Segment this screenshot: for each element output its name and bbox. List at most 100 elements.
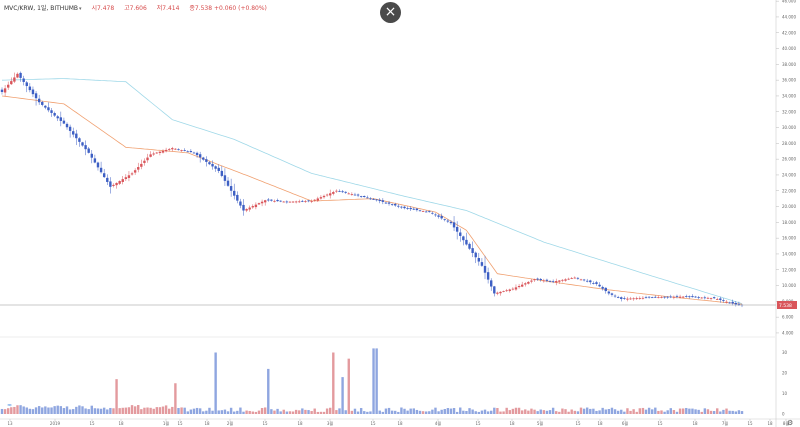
volume-bar [629, 410, 632, 414]
volume-bar [158, 407, 162, 414]
time-tick-label: 15 [370, 421, 376, 426]
candle-body [291, 201, 295, 203]
volume-bar [223, 409, 227, 414]
volume-bar [19, 405, 22, 414]
candle-body [446, 220, 450, 222]
time-tick-label: 18 [767, 421, 773, 426]
candle-body [474, 252, 477, 258]
candle-body [378, 199, 381, 202]
volume-bar [403, 408, 406, 414]
volume-bar [449, 408, 453, 414]
candle-body [68, 126, 72, 131]
volume-bar [338, 408, 341, 414]
candle-body [140, 163, 143, 167]
volume-bar [592, 408, 595, 414]
candle-body [257, 203, 261, 205]
volume-bar [474, 411, 477, 414]
volume-bar [694, 409, 697, 414]
candle-body [350, 194, 354, 195]
candle-body [279, 200, 282, 202]
candle-body [734, 302, 738, 305]
candle-body [118, 181, 121, 184]
volume-bar [75, 406, 78, 414]
volume-bar [443, 408, 446, 414]
candle-body [372, 199, 375, 200]
candle-body [344, 191, 347, 193]
volume-bar [375, 348, 378, 414]
volume-bar [533, 409, 536, 414]
price-tick-label: 38.000 [782, 62, 796, 67]
time-tick-label: 3월 [327, 420, 334, 426]
candle-body [400, 206, 403, 208]
candle-body [530, 280, 533, 282]
candle-body [130, 173, 134, 175]
volume-bar [384, 408, 388, 414]
volume-bar [217, 410, 220, 414]
volume-bar [226, 411, 230, 414]
volume-bar [322, 411, 326, 414]
candle-body [558, 280, 561, 282]
candle-body [285, 201, 289, 203]
volume-bar [406, 410, 409, 414]
volume-bar [511, 408, 515, 414]
volume-bar [62, 408, 66, 414]
candle-body [651, 297, 654, 299]
chevron-down-icon[interactable]: ▾ [79, 6, 82, 12]
candle-body [585, 280, 589, 282]
volume-bar [555, 411, 558, 414]
price-tick-label: 28.000 [782, 141, 796, 146]
candle-body [217, 167, 220, 172]
volume-bar [589, 408, 592, 414]
candle-body [211, 163, 214, 167]
candle-body [13, 77, 16, 82]
candle-body [387, 202, 391, 204]
close-button[interactable]: × [380, 2, 401, 23]
volume-bar [273, 410, 276, 414]
volume-bar [703, 408, 707, 414]
volume-bar [195, 407, 199, 414]
candle-body [109, 181, 112, 187]
candle-body [561, 279, 564, 281]
volume-bar [155, 407, 159, 414]
candle-body [81, 142, 84, 146]
candle-body [28, 86, 32, 91]
volume-bar [620, 409, 623, 414]
candle-body [214, 166, 217, 169]
settings-icon[interactable]: ⚙ [787, 419, 793, 427]
volume-bar [236, 410, 239, 414]
volume-bar [115, 379, 118, 414]
candle-body [545, 279, 549, 281]
volume-bar [68, 409, 72, 414]
volume-bar [335, 410, 338, 414]
volume-bar [536, 411, 539, 414]
volume-bar [214, 352, 217, 414]
candle-body [75, 133, 78, 139]
price-tick-label: 46.000 [782, 0, 796, 4]
time-tick-label: 2월 [227, 420, 234, 426]
volume-bar [127, 407, 131, 414]
candle-body [672, 296, 676, 298]
volume-bar [412, 408, 415, 414]
volume-bar [124, 407, 128, 414]
volume-bar [167, 408, 171, 414]
volume-bar [56, 405, 59, 414]
candle-body [50, 110, 53, 113]
candle-body [542, 280, 546, 282]
volume-bar [539, 409, 542, 414]
candle-body [688, 296, 691, 298]
candle-body [3, 88, 7, 93]
volume-bar [462, 410, 465, 414]
volume-bar [700, 411, 703, 414]
volume-bar [344, 410, 347, 414]
candle-body [406, 208, 409, 209]
volume-bar [102, 407, 106, 414]
volume-bar [356, 411, 360, 414]
candle-body [520, 284, 524, 287]
volume-bar [242, 411, 245, 414]
symbol-label[interactable]: MVC/KRW, 1일, BITHUMB [4, 5, 78, 12]
volume-bar [87, 409, 90, 414]
candle-body [22, 78, 25, 82]
volume-bar [644, 409, 648, 414]
candle-body [527, 281, 530, 284]
